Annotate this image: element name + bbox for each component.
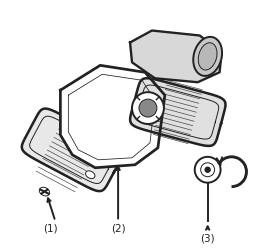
Ellipse shape: [132, 92, 164, 124]
Polygon shape: [60, 65, 165, 168]
Polygon shape: [130, 31, 222, 82]
Text: (2): (2): [111, 223, 125, 233]
Ellipse shape: [86, 171, 95, 179]
Polygon shape: [22, 109, 123, 191]
Polygon shape: [130, 78, 225, 146]
Ellipse shape: [39, 187, 50, 196]
Ellipse shape: [139, 99, 157, 117]
Ellipse shape: [193, 37, 222, 76]
Circle shape: [205, 167, 210, 172]
Text: (3): (3): [200, 233, 215, 243]
Ellipse shape: [198, 43, 217, 70]
Text: (1): (1): [43, 223, 58, 233]
